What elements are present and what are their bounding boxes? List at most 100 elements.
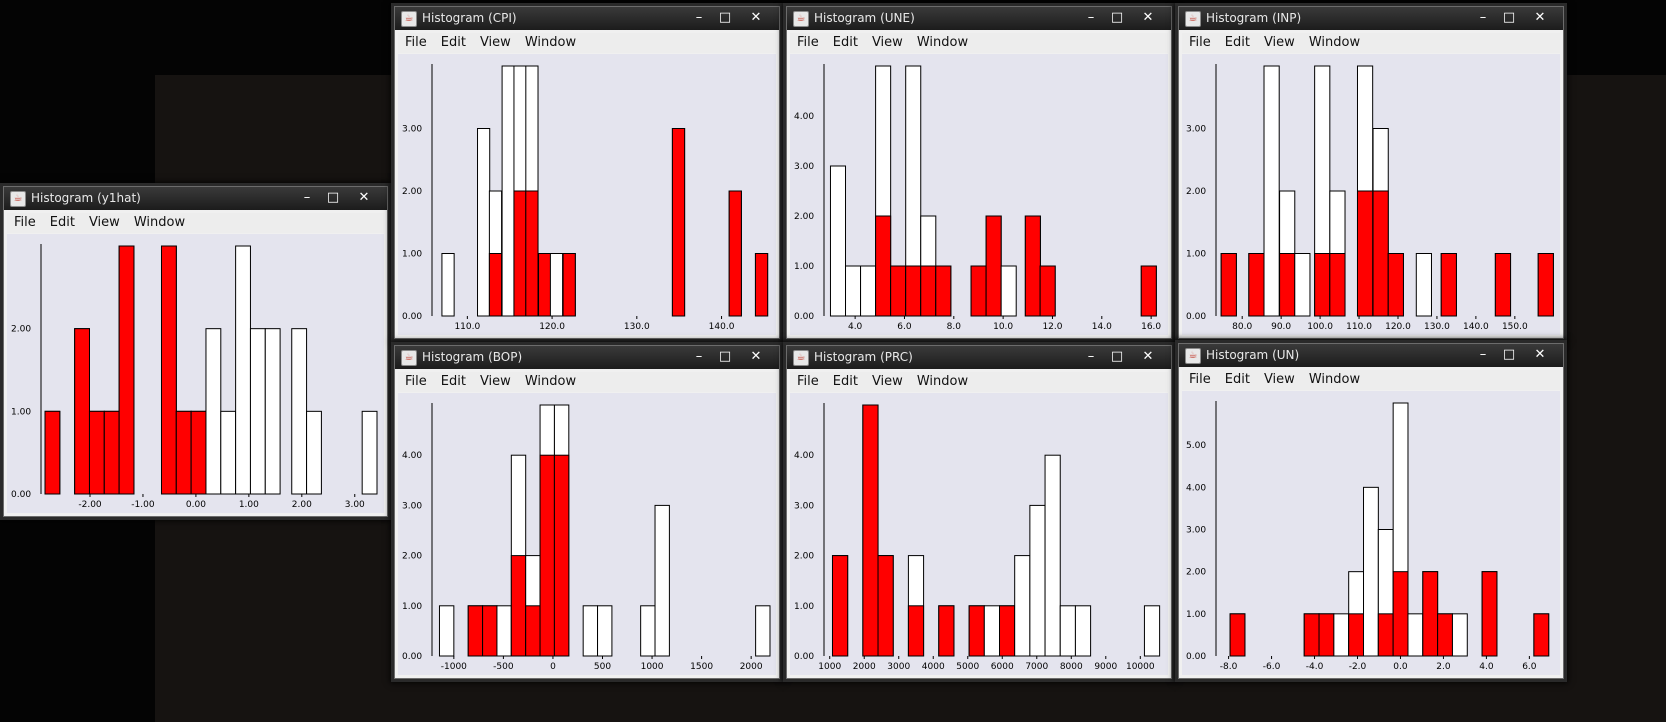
close-icon[interactable]: ✕ [358,190,370,205]
x-tick-label: 100.0 [1307,322,1333,332]
x-tick-label: -2.0 [1349,662,1367,672]
maximize-icon[interactable]: □ [718,349,732,364]
histogram-bar-selected [525,605,541,657]
maximize-icon[interactable]: □ [1110,10,1124,25]
menu-view[interactable]: View [479,374,511,389]
menu-view[interactable]: View [479,35,511,50]
minimize-icon[interactable]: – [303,190,311,205]
x-tick-label: 120.0 [539,322,565,332]
title-bar[interactable]: ☕ Histogram (CPI) – □ ✕ [395,7,779,30]
y-tick-label: 4.00 [402,451,422,461]
histogram-bar [496,605,512,657]
menu-edit[interactable]: Edit [440,35,466,50]
menu-edit[interactable]: Edit [440,374,466,389]
y-tick-label: 2.00 [402,187,422,197]
menu-window[interactable]: Window [916,374,969,389]
maximize-icon[interactable]: □ [718,10,732,25]
histogram-window-un[interactable]: ☕ Histogram (UN) – □ ✕ File Edit View Window 0.00… [1178,343,1564,679]
menu-window[interactable]: Window [133,215,186,230]
histogram-bar [1415,253,1432,317]
close-icon[interactable]: ✕ [750,349,762,364]
menu-window[interactable]: Window [524,35,577,50]
histogram-bar [860,265,877,317]
title-bar[interactable]: ☕ Histogram (UN) – □ ✕ [1179,344,1563,367]
title-bar[interactable]: ☕ Histogram (UNE) – □ ✕ [787,7,1171,30]
y-tick-label: 0.00 [794,312,814,322]
menu-window[interactable]: Window [1308,35,1361,50]
java-app-icon[interactable]: ☕ [401,11,417,27]
x-tick-label: 0.0 [1393,662,1408,672]
histogram-bar-selected [1537,253,1554,317]
menu-edit[interactable]: Edit [1224,35,1250,50]
menu-bar: File Edit View Window [398,372,776,392]
y-tick-label: 2.00 [1186,187,1206,197]
title-bar[interactable]: ☕ Histogram (y1hat) – □ ✕ [4,187,387,210]
histogram-window-bop[interactable]: ☕ Histogram (BOP) – □ ✕ File Edit View Window 0.0… [394,345,780,679]
y-tick-label: 0.00 [11,490,31,500]
title-bar[interactable]: ☕ Histogram (INP) – □ ✕ [1179,7,1563,30]
histogram-window-une[interactable]: ☕ Histogram (UNE) – □ ✕ File Edit View Window 0.0… [786,6,1172,339]
java-app-icon[interactable]: ☕ [10,191,26,207]
menu-file[interactable]: File [797,35,819,50]
maximize-icon[interactable]: □ [1502,347,1516,362]
histogram-window-inp[interactable]: ☕ Histogram (INP) – □ ✕ File Edit View Window 0.0… [1178,6,1564,339]
maximize-icon[interactable]: □ [326,190,340,205]
window-title: Histogram (UNE) [814,11,915,25]
histogram-window-y1hat[interactable]: ☕ Histogram (y1hat) – □ ✕ File Edit View Window 0… [3,186,388,517]
histogram-bar-selected [488,253,503,317]
minimize-icon[interactable]: – [695,349,703,364]
menu-file[interactable]: File [1189,372,1211,387]
close-icon[interactable]: ✕ [1534,10,1546,25]
menu-view[interactable]: View [1263,35,1295,50]
java-app-icon[interactable]: ☕ [1185,348,1201,364]
menu-edit[interactable]: Edit [1224,372,1250,387]
x-tick-label: 10000 [1126,662,1155,672]
menu-file[interactable]: File [405,374,427,389]
x-tick-label: 110.0 [1346,322,1372,332]
y-tick-label: 2.00 [794,552,814,562]
menu-window[interactable]: Window [1308,372,1361,387]
close-icon[interactable]: ✕ [750,10,762,25]
menu-edit[interactable]: Edit [832,374,858,389]
y-tick-label: 0.00 [402,652,422,662]
java-app-icon[interactable]: ☕ [793,11,809,27]
menu-view[interactable]: View [1263,372,1295,387]
x-tick-label: 4.0 [848,322,863,332]
menu-bar: File Edit View Window [790,372,1168,392]
menu-edit[interactable]: Edit [49,215,75,230]
menu-file[interactable]: File [405,35,427,50]
close-icon[interactable]: ✕ [1142,10,1154,25]
histogram-bar [1000,265,1017,317]
histogram-chart: 0.00 1.00 2.00 3.00 4.00 -1000 -500 0 500 1000 150… [402,403,771,672]
maximize-icon[interactable]: □ [1502,10,1516,25]
menu-window[interactable]: Window [916,35,969,50]
minimize-icon[interactable]: – [1479,347,1487,362]
close-icon[interactable]: ✕ [1142,349,1154,364]
title-bar[interactable]: ☕ Histogram (BOP) – □ ✕ [395,346,779,369]
menu-view[interactable]: View [871,35,903,50]
menu-edit[interactable]: Edit [832,35,858,50]
java-app-icon[interactable]: ☕ [793,350,809,366]
histogram-bar [983,605,1001,657]
histogram-window-prc[interactable]: ☕ Histogram (PRC) – □ ✕ File Edit View Window 0.0… [786,345,1172,679]
x-tick-label: 120.0 [1385,322,1411,332]
maximize-icon[interactable]: □ [1110,349,1124,364]
menu-view[interactable]: View [88,215,120,230]
java-app-icon[interactable]: ☕ [1185,11,1201,27]
x-tick-label: -4.0 [1306,662,1324,672]
close-icon[interactable]: ✕ [1534,347,1546,362]
minimize-icon[interactable]: – [1479,10,1487,25]
minimize-icon[interactable]: – [695,10,703,25]
menu-file[interactable]: File [797,374,819,389]
title-bar[interactable]: ☕ Histogram (PRC) – □ ✕ [787,346,1171,369]
menu-file[interactable]: File [1189,35,1211,50]
y-tick-label: 3.00 [1186,526,1206,536]
menu-view[interactable]: View [871,374,903,389]
java-app-icon[interactable]: ☕ [401,350,417,366]
minimize-icon[interactable]: – [1087,349,1095,364]
menu-window[interactable]: Window [524,374,577,389]
y-tick-label: 2.00 [402,552,422,562]
menu-file[interactable]: File [14,215,36,230]
minimize-icon[interactable]: – [1087,10,1095,25]
histogram-window-cpi[interactable]: ☕ Histogram (CPI) – □ ✕ File Edit View Window 0.0… [394,6,780,339]
